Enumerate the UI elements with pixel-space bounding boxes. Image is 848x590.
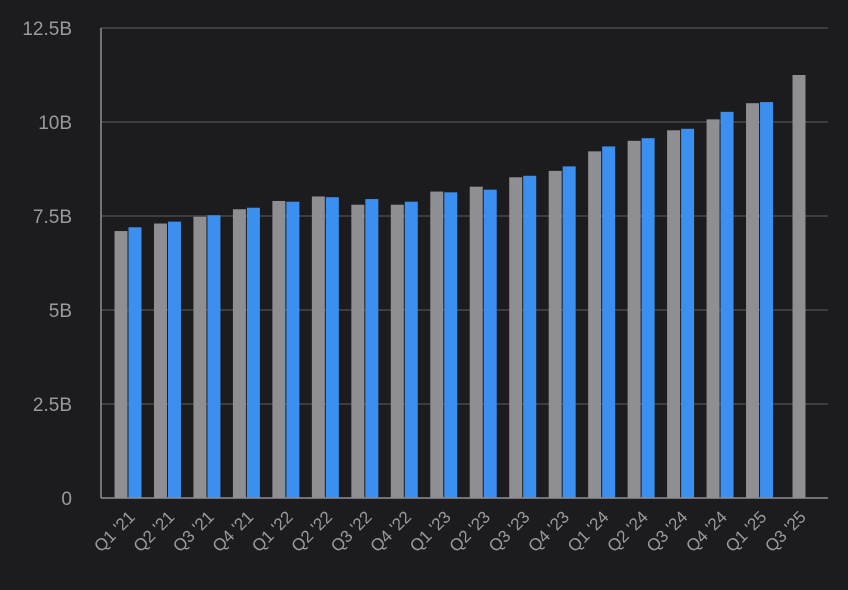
bar-series-2 — [562, 166, 576, 499]
y-tick-label: 10B — [38, 113, 72, 134]
bar-series-2 — [681, 128, 695, 498]
x-tick-label: Q4 '22 — [367, 507, 415, 555]
x-tick-label: Q4 '23 — [525, 507, 573, 555]
y-tick-label: 0 — [61, 489, 72, 510]
y-tick-label: 2.5B — [33, 395, 72, 416]
bar-series-1 — [193, 216, 207, 498]
x-tick-label: Q4 '21 — [209, 507, 257, 555]
bar-series-2 — [602, 146, 616, 498]
bar-series-1 — [509, 177, 523, 498]
bar-series-1 — [792, 75, 806, 498]
bar-series-1 — [706, 119, 720, 499]
bar-series-2 — [246, 207, 260, 498]
bar-series-1 — [232, 209, 246, 498]
bar-series-1 — [430, 191, 444, 498]
bar-series-1 — [351, 204, 365, 498]
y-tick-label: 7.5B — [33, 207, 72, 228]
x-tick-label: Q1 '22 — [248, 507, 296, 555]
bar-series-2 — [404, 201, 418, 498]
x-tick-label: Q2 '21 — [130, 507, 178, 555]
bar-series-2 — [365, 199, 379, 498]
bar-series-1 — [469, 186, 483, 498]
x-tick-label: Q2 '23 — [446, 507, 494, 555]
x-tick-label: Q1 '23 — [406, 507, 454, 555]
bar-series-2 — [760, 102, 774, 499]
x-tick-label: Q3 '22 — [327, 507, 375, 555]
bar-series-2 — [167, 221, 181, 498]
x-tick-label: Q3 '25 — [761, 507, 809, 555]
y-tick-label: 5B — [49, 301, 72, 322]
x-tick-label: Q3 '21 — [169, 507, 217, 555]
bar-series-1 — [272, 200, 286, 498]
bar-series-1 — [153, 223, 167, 498]
x-tick-label: Q1 '21 — [90, 507, 138, 555]
bar-series-1 — [588, 151, 602, 498]
x-tick-label: Q3 '23 — [485, 507, 533, 555]
bar-series-2 — [483, 189, 497, 498]
bar-series-2 — [641, 138, 655, 498]
bar-series-1 — [114, 231, 128, 499]
bar-series-2 — [444, 192, 458, 498]
x-tick-label: Q2 '22 — [288, 507, 336, 555]
bar-series-1 — [390, 204, 404, 498]
bar-series-1 — [548, 170, 562, 498]
bar-series-2 — [207, 215, 221, 499]
x-tick-label: Q2 '24 — [603, 507, 651, 555]
y-tick-label: 12.5B — [22, 19, 72, 40]
bar-series-1 — [311, 196, 325, 498]
bar-series-2 — [720, 111, 734, 499]
bar-series-2 — [286, 201, 300, 498]
x-tick-label: Q1 '25 — [722, 507, 770, 555]
bar-series-2 — [325, 197, 339, 498]
x-tick-label: Q3 '24 — [643, 507, 691, 555]
bar-series-1 — [627, 140, 641, 499]
x-tick-label: Q4 '24 — [682, 507, 730, 555]
bar-series-1 — [746, 103, 760, 498]
bar-series-1 — [667, 130, 681, 498]
x-tick-label: Q1 '24 — [564, 507, 612, 555]
bar-series-2 — [128, 227, 142, 498]
bar-series-2 — [523, 175, 537, 498]
